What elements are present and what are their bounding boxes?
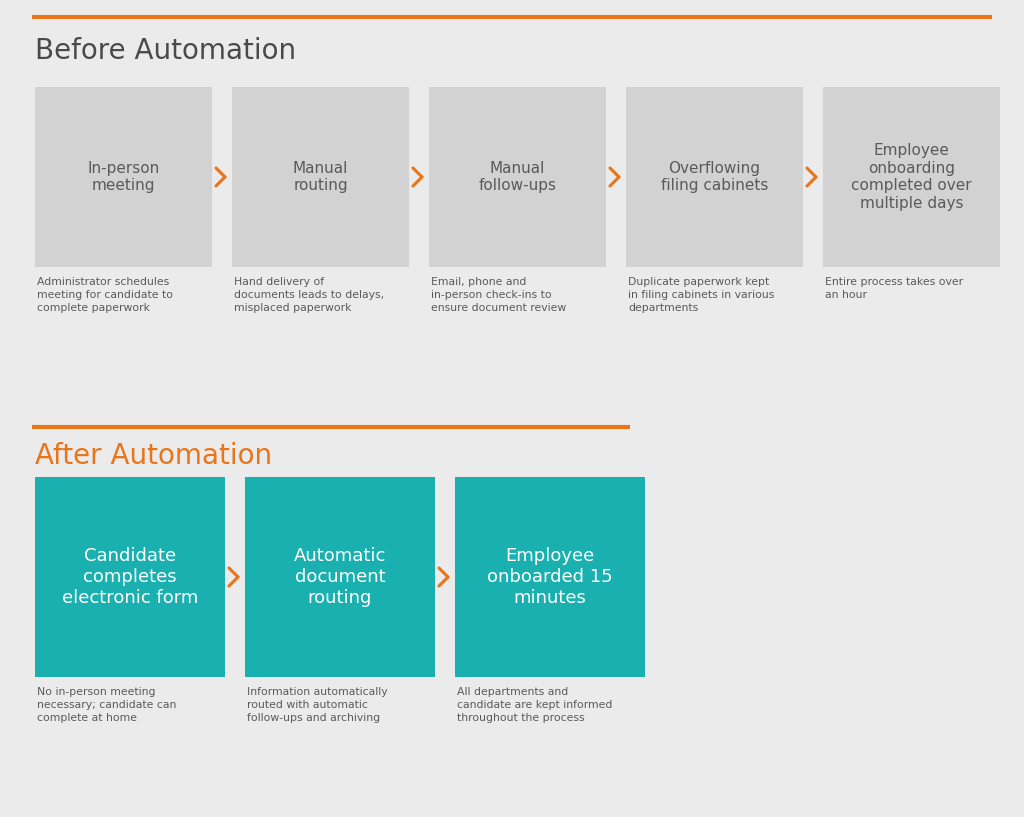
Text: Before Automation: Before Automation: [35, 37, 296, 65]
FancyBboxPatch shape: [429, 87, 606, 267]
FancyBboxPatch shape: [245, 477, 435, 677]
Text: Employee
onboarding
completed over
multiple days: Employee onboarding completed over multi…: [851, 144, 972, 211]
Text: Automatic
document
routing: Automatic document routing: [294, 547, 386, 607]
Text: All departments and
candidate are kept informed
throughout the process: All departments and candidate are kept i…: [457, 687, 612, 723]
Text: Manual
follow-ups: Manual follow-ups: [478, 161, 556, 193]
Text: Administrator schedules
meeting for candidate to
complete paperwork: Administrator schedules meeting for cand…: [37, 277, 173, 314]
FancyBboxPatch shape: [455, 477, 645, 677]
Text: Overflowing
filing cabinets: Overflowing filing cabinets: [660, 161, 768, 193]
FancyBboxPatch shape: [232, 87, 409, 267]
Text: No in-person meeting
necessary; candidate can
complete at home: No in-person meeting necessary; candidat…: [37, 687, 176, 723]
Text: Manual
routing: Manual routing: [293, 161, 348, 193]
Text: Duplicate paperwork kept
in filing cabinets in various
departments: Duplicate paperwork kept in filing cabin…: [628, 277, 774, 314]
FancyBboxPatch shape: [626, 87, 803, 267]
FancyBboxPatch shape: [823, 87, 1000, 267]
Text: In-person
meeting: In-person meeting: [87, 161, 160, 193]
Text: Employee
onboarded 15
minutes: Employee onboarded 15 minutes: [487, 547, 612, 607]
FancyBboxPatch shape: [35, 477, 225, 677]
FancyBboxPatch shape: [35, 87, 212, 267]
Text: Entire process takes over
an hour: Entire process takes over an hour: [825, 277, 964, 300]
Text: Information automatically
routed with automatic
follow-ups and archiving: Information automatically routed with au…: [247, 687, 388, 723]
Text: Candidate
completes
electronic form: Candidate completes electronic form: [61, 547, 199, 607]
Text: Email, phone and
in-person check-ins to
ensure document review: Email, phone and in-person check-ins to …: [431, 277, 566, 314]
Text: After Automation: After Automation: [35, 442, 272, 470]
Text: Hand delivery of
documents leads to delays,
misplaced paperwork: Hand delivery of documents leads to dela…: [234, 277, 384, 314]
